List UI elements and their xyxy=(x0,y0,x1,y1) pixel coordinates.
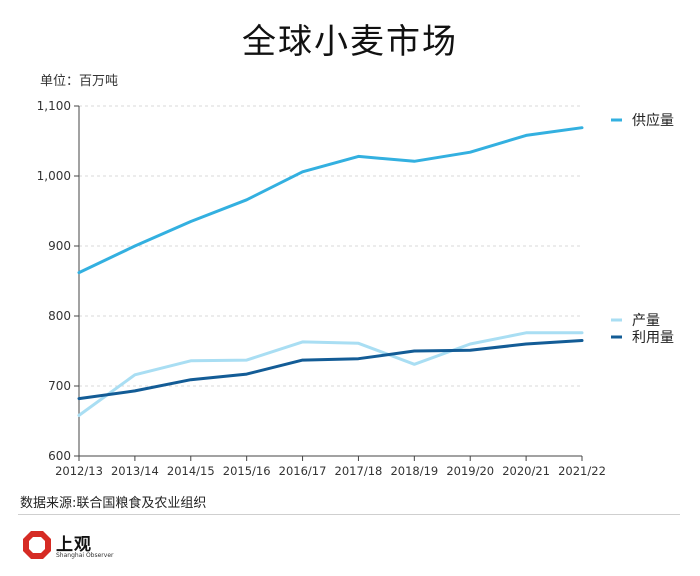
shanghai-observer-logo[interactable]: 上观 Shanghai Observer xyxy=(22,530,112,564)
data-point xyxy=(469,343,471,345)
series-lines xyxy=(78,127,583,417)
data-point xyxy=(357,358,359,360)
data-point xyxy=(78,271,80,273)
x-tick-labels: 2012/13 2013/14 2014/15 2015/16 2016/17 2017/… xyxy=(55,464,606,478)
x-tick-label: 2020/21 xyxy=(502,464,550,478)
data-point xyxy=(245,199,247,201)
data-point xyxy=(301,341,303,343)
data-point xyxy=(581,339,583,341)
data-point xyxy=(413,363,415,365)
data-point xyxy=(469,349,471,351)
data-point xyxy=(134,374,136,376)
x-tick-label: 2015/16 xyxy=(223,464,271,478)
data-point xyxy=(413,350,415,352)
data-point xyxy=(525,134,527,136)
axes xyxy=(74,106,582,461)
data-point xyxy=(469,151,471,153)
legend-label: 供应量 xyxy=(632,112,674,129)
data-point xyxy=(78,414,80,416)
x-tick-label: 2019/20 xyxy=(446,464,494,478)
x-tick-label: 2017/18 xyxy=(335,464,383,478)
data-point xyxy=(301,171,303,173)
data-point xyxy=(245,359,247,361)
data-point xyxy=(245,373,247,375)
data-point xyxy=(413,160,415,162)
x-tick-label: 2014/15 xyxy=(167,464,215,478)
x-tick-label: 2018/19 xyxy=(390,464,438,478)
data-point xyxy=(134,245,136,247)
x-tick-label: 2016/17 xyxy=(279,464,327,478)
footer-divider xyxy=(18,514,680,515)
data-point xyxy=(190,360,192,362)
data-point xyxy=(190,379,192,381)
y-tick-label: 900 xyxy=(48,239,71,253)
data-point xyxy=(581,332,583,334)
data-point xyxy=(134,390,136,392)
y-tick-label: 1,000 xyxy=(37,169,71,183)
logo-subtitle: Shanghai Observer xyxy=(56,552,113,559)
x-tick-label: 2021/22 xyxy=(558,464,606,478)
x-tick-label: 2013/14 xyxy=(111,464,159,478)
data-point xyxy=(357,155,359,157)
data-point xyxy=(357,342,359,344)
data-point xyxy=(581,127,583,129)
legend-label: 产量 xyxy=(632,313,660,329)
octagon-logo-icon xyxy=(22,530,52,560)
y-tick-label: 800 xyxy=(48,309,71,323)
y-tick-label: 600 xyxy=(48,449,71,463)
y-tick-label: 700 xyxy=(48,379,71,393)
data-point xyxy=(301,359,303,361)
data-point xyxy=(190,220,192,222)
data-point xyxy=(78,397,80,399)
series-line-1 xyxy=(79,128,582,273)
source-note: 数据来源:联合国粮食及农业组织 xyxy=(20,492,206,511)
x-tick-label: 2012/13 xyxy=(55,464,103,478)
y-tick-labels: 600 700 800 900 1,000 1,100 xyxy=(37,99,71,463)
data-point xyxy=(525,332,527,334)
legend-label: 利用量 xyxy=(632,330,674,346)
data-point xyxy=(525,343,527,345)
y-tick-label: 1,100 xyxy=(37,99,71,113)
